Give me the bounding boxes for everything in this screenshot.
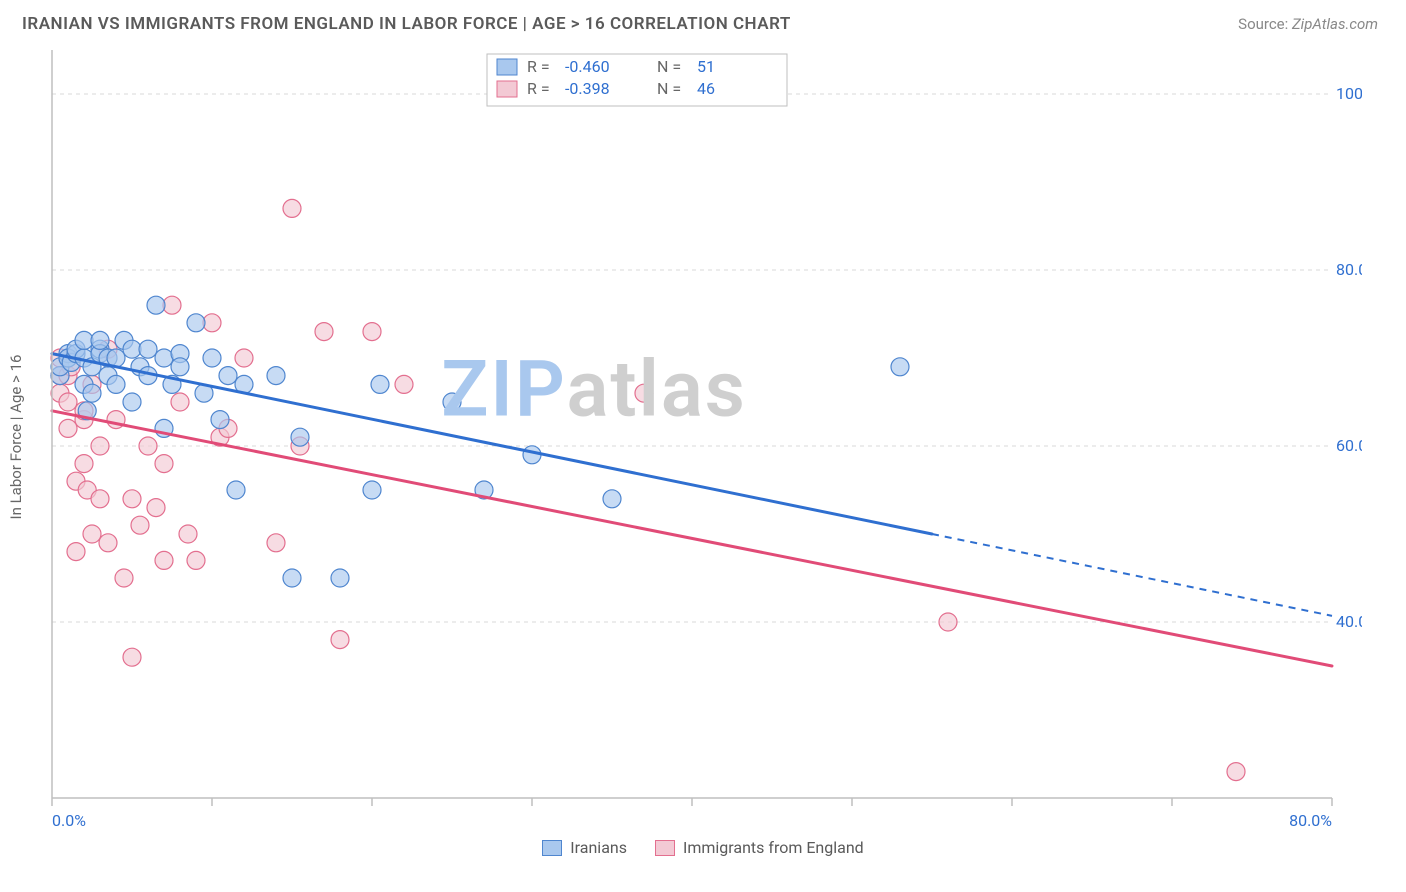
svg-text:46: 46: [697, 79, 715, 98]
legend: Iranians Immigrants from England: [0, 838, 1406, 857]
svg-text:60.0%: 60.0%: [1336, 436, 1362, 455]
source-value: ZipAtlas.com: [1292, 15, 1378, 33]
svg-text:N =: N =: [657, 57, 681, 76]
y-axis-label: In Labor Force | Age > 16: [7, 355, 25, 520]
legend-label: Iranians: [570, 838, 627, 857]
chart-title: IRANIAN VS IMMIGRANTS FROM ENGLAND IN LA…: [22, 14, 791, 34]
legend-swatch: [542, 840, 562, 856]
source-attribution: Source: ZipAtlas.com: [1238, 15, 1378, 33]
svg-text:80.0%: 80.0%: [1336, 260, 1362, 279]
legend-swatch: [655, 840, 675, 856]
legend-item: Immigrants from England: [655, 838, 864, 857]
svg-text:0.0%: 0.0%: [52, 811, 86, 830]
source-label: Source:: [1238, 15, 1288, 33]
svg-text:100.0%: 100.0%: [1336, 84, 1362, 103]
legend-label: Immigrants from England: [683, 838, 864, 857]
svg-text:R =: R =: [527, 79, 550, 98]
svg-text:N =: N =: [657, 79, 681, 98]
chart-container: In Labor Force | Age > 16 0.0%80.0%40.0%…: [22, 42, 1384, 832]
svg-text:-0.398: -0.398: [565, 79, 610, 98]
svg-text:80.0%: 80.0%: [1289, 811, 1332, 830]
svg-text:40.0%: 40.0%: [1336, 612, 1362, 631]
title-row: IRANIAN VS IMMIGRANTS FROM ENGLAND IN LA…: [0, 0, 1406, 40]
svg-text:-0.460: -0.460: [565, 57, 610, 76]
svg-text:R =: R =: [527, 57, 550, 76]
correlation-scatter-chart: 0.0% 80.0% 40.0% 60.0% 80.0% 100.0% R = -0.460 N…: [22, 42, 1362, 832]
legend-item: Iranians: [542, 838, 627, 857]
svg-text:51: 51: [697, 57, 715, 76]
